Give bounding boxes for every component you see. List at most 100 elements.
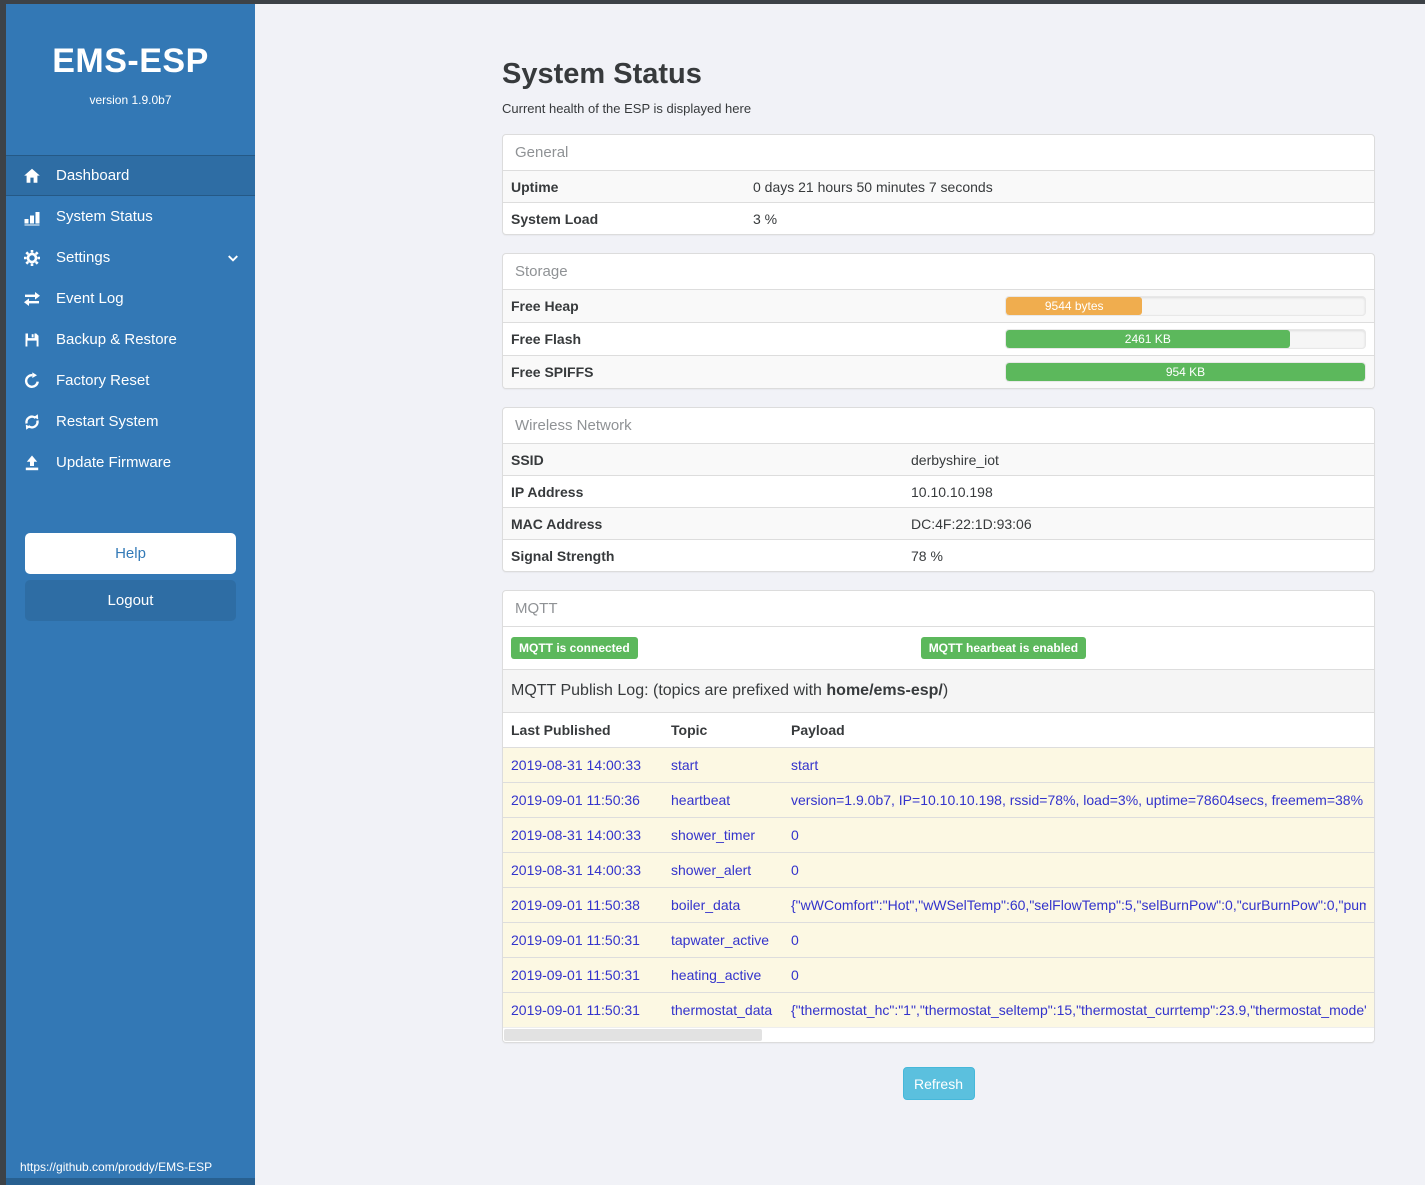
- wireless-table: SSID derbyshire_iot IP Address 10.10.10.198…: [503, 443, 1374, 571]
- mqtt-log-row-shower-alert: 2019-08-31 14:00:33 shower_alert 0: [503, 852, 1374, 887]
- progress-fill: 954 KB: [1006, 363, 1365, 381]
- storage-row-free-heap: Free Heap 9544 bytes: [503, 289, 1374, 322]
- mqtt-log-title-text: MQTT Publish Log: (topics are prefixed w…: [511, 682, 827, 699]
- log-topic: heating_active: [671, 967, 762, 983]
- brand: EMS-ESP version 1.9.0b7: [6, 0, 255, 107]
- log-payload: {"thermostat_hc":"1","thermostat_seltemp…: [791, 1002, 1366, 1018]
- column-header-payload: Payload: [791, 722, 845, 738]
- log-topic: start: [671, 757, 699, 773]
- mqtt-log-row-boiler-data: 2019-09-01 11:50:38 boiler_data {"wWComfor…: [503, 887, 1374, 922]
- mqtt-heartbeat-badge: MQTT hearbeat is enabled: [920, 637, 1087, 659]
- sidebar-item-label: Settings: [56, 249, 111, 266]
- mqtt-heading: MQTT: [515, 600, 558, 617]
- sidebar-item-system-status[interactable]: System Status: [6, 196, 255, 237]
- log-payload: {"wWComfort":"Hot","wWSelTemp":60,"selFl…: [791, 897, 1366, 913]
- progress-fill: 2461 KB: [1006, 330, 1290, 348]
- swap-arrows-icon: [23, 290, 43, 308]
- refresh-button[interactable]: Refresh: [902, 1067, 975, 1100]
- log-date: 2019-08-31 14:00:33: [511, 827, 641, 843]
- row-value: 78 %: [911, 547, 943, 564]
- wireless-row-ip-address: IP Address 10.10.10.198: [503, 475, 1374, 507]
- sidebar-nav: Dashboard System Status Settings Event Log B…: [6, 155, 255, 483]
- log-topic: boiler_data: [671, 897, 741, 913]
- mqtt-log-title-suffix: ): [942, 682, 949, 699]
- help-button[interactable]: Help: [25, 533, 236, 574]
- general-table: Uptime 0 days 21 hours 50 minutes 7 secon…: [503, 170, 1374, 234]
- mqtt-table-body: 2019-08-31 14:00:33 start start 2019-09-01 …: [503, 747, 1374, 1027]
- progress-track: 2461 KB: [1005, 329, 1366, 349]
- row-label: Signal Strength: [511, 547, 615, 564]
- log-payload: 0: [791, 827, 799, 843]
- horizontal-scrollbar[interactable]: [503, 1027, 1374, 1042]
- log-payload: 0: [791, 932, 799, 948]
- wireless-row-mac-address: MAC Address DC:4F:22:1D:93:06: [503, 507, 1374, 539]
- sidebar-item-label: Update Firmware: [56, 454, 172, 471]
- log-payload: start: [791, 757, 819, 773]
- mqtt-badges-row: MQTT is connected MQTT hearbeat is enabl…: [503, 626, 1374, 669]
- storage-panel: Storage Free Heap 9544 bytes Free Flash 246…: [502, 253, 1375, 389]
- chevron-down-icon: [226, 251, 240, 265]
- home-icon: [23, 167, 43, 185]
- sidebar: EMS-ESP version 1.9.0b7 Dashboard System …: [6, 0, 255, 1185]
- mqtt-log-row-heating-active: 2019-09-01 11:50:31 heating_active 0: [503, 957, 1374, 992]
- column-header-topic: Topic: [671, 722, 708, 738]
- row-label: Free Heap: [511, 298, 579, 314]
- levels-icon: [23, 208, 43, 226]
- mqtt-log-row-start: 2019-08-31 14:00:33 start start: [503, 747, 1374, 782]
- floppy-icon: [23, 331, 43, 349]
- log-topic: shower_timer: [671, 827, 756, 843]
- log-topic: shower_alert: [671, 862, 752, 878]
- log-date: 2019-09-01 11:50:38: [511, 897, 640, 913]
- sidebar-item-label: Factory Reset: [56, 372, 150, 389]
- sidebar-bottom-strip: [6, 1178, 255, 1185]
- sidebar-item-label: Event Log: [56, 290, 124, 307]
- sidebar-item-settings[interactable]: Settings: [6, 237, 255, 278]
- sidebar-item-factory-reset[interactable]: Factory Reset: [6, 360, 255, 401]
- logout-button[interactable]: Logout: [25, 580, 236, 621]
- window-left-edge: [0, 0, 6, 1185]
- progress-track: 9544 bytes: [1005, 296, 1366, 316]
- app-title: EMS-ESP: [52, 42, 209, 80]
- sidebar-item-backup-restore[interactable]: Backup & Restore: [6, 319, 255, 360]
- row-value: 3 %: [753, 210, 778, 227]
- progress-track: 954 KB: [1005, 362, 1366, 382]
- log-date: 2019-09-01 11:50:31: [511, 967, 640, 983]
- page-subtitle: Current health of the ESP is displayed h…: [502, 101, 752, 116]
- row-label: System Load: [511, 210, 599, 227]
- horizontal-scrollbar-thumb[interactable]: [504, 1029, 762, 1041]
- wireless-row-signal-strength: Signal Strength 78 %: [503, 539, 1374, 571]
- sidebar-item-event-log[interactable]: Event Log: [6, 278, 255, 319]
- log-topic: thermostat_data: [671, 1002, 773, 1018]
- row-label: Uptime: [511, 178, 559, 195]
- github-link[interactable]: https://github.com/proddy/EMS-ESP: [20, 1160, 213, 1174]
- sidebar-item-label: Dashboard: [56, 167, 130, 184]
- upload-icon: [23, 454, 43, 472]
- row-value: derbyshire_iot: [911, 451, 999, 468]
- general-row-uptime: Uptime 0 days 21 hours 50 minutes 7 secon…: [503, 170, 1374, 202]
- sidebar-item-label: System Status: [56, 208, 153, 225]
- row-value: 10.10.10.198: [911, 483, 993, 500]
- row-label: Free Flash: [511, 331, 582, 347]
- sidebar-item-dashboard[interactable]: Dashboard: [6, 155, 255, 196]
- general-heading: General: [515, 144, 569, 161]
- row-value: DC:4F:22:1D:93:06: [911, 515, 1032, 532]
- gear-icon: [23, 249, 43, 267]
- log-date: 2019-09-01 11:50:31: [511, 932, 640, 948]
- app-version: version 1.9.0b7: [89, 93, 172, 107]
- mqtt-log-row-shower-timer: 2019-08-31 14:00:33 shower_timer 0: [503, 817, 1374, 852]
- sidebar-item-update-firmware[interactable]: Update Firmware: [6, 442, 255, 483]
- mqtt-topic-prefix: home/ems-esp/: [826, 682, 943, 699]
- row-label: Free SPIFFS: [511, 364, 594, 380]
- storage-table: Free Heap 9544 bytes Free Flash 2461 KB Free…: [503, 289, 1374, 388]
- row-value: 0 days 21 hours 50 minutes 7 seconds: [753, 178, 993, 195]
- log-date: 2019-08-31 14:00:33: [511, 757, 641, 773]
- storage-row-free-flash: Free Flash 2461 KB: [503, 322, 1374, 355]
- column-header-last-published: Last Published: [511, 722, 611, 738]
- window-top-edge: [0, 0, 1425, 4]
- mqtt-log-row-tapwater-active: 2019-09-01 11:50:31 tapwater_active 0: [503, 922, 1374, 957]
- mqtt-log-title: MQTT Publish Log: (topics are prefixed w…: [503, 669, 1374, 712]
- log-payload: 0: [791, 862, 799, 878]
- log-date: 2019-08-31 14:00:33: [511, 862, 641, 878]
- sidebar-item-restart-system[interactable]: Restart System: [6, 401, 255, 442]
- page-title: System Status: [502, 58, 702, 90]
